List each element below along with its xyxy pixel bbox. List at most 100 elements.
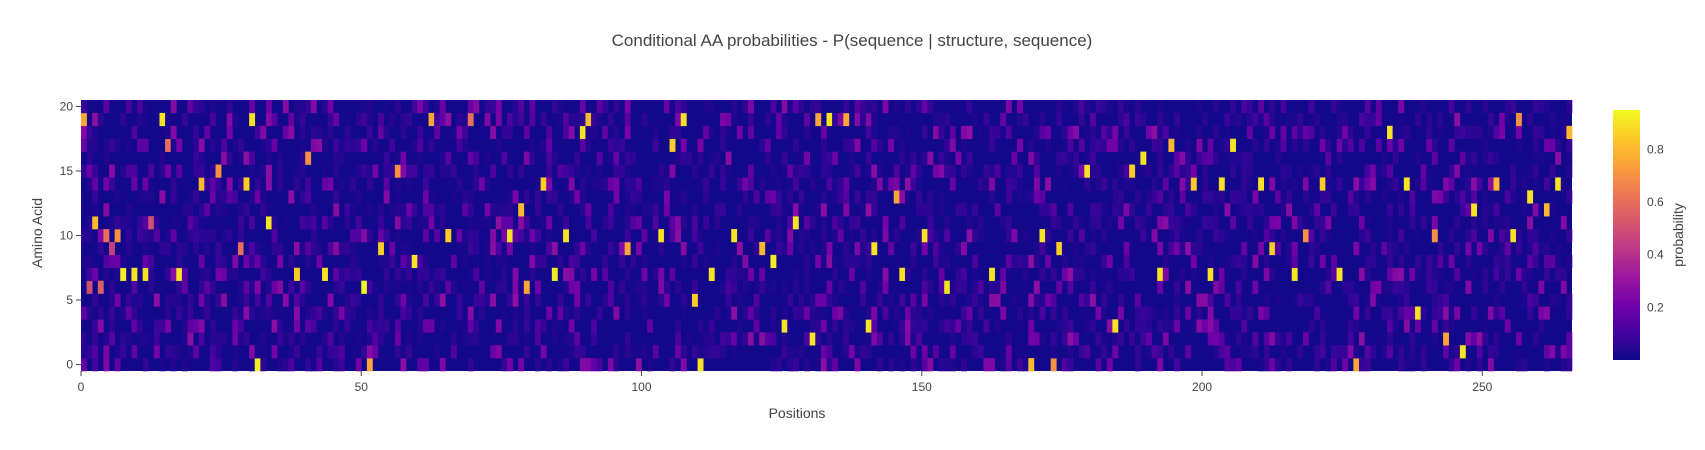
heatmap-cell[interactable]: [1157, 125, 1164, 140]
heatmap-cell[interactable]: [1162, 216, 1169, 230]
heatmap-cell[interactable]: [1448, 229, 1455, 243]
heatmap-cell[interactable]: [888, 332, 895, 346]
heatmap-cell[interactable]: [921, 267, 928, 281]
heatmap-cell[interactable]: [198, 319, 205, 333]
heatmap-cell[interactable]: [1476, 358, 1483, 372]
heatmap-cell[interactable]: [1543, 138, 1550, 152]
heatmap-cell[interactable]: [955, 100, 962, 114]
heatmap-cell[interactable]: [641, 306, 648, 320]
heatmap-cell[interactable]: [910, 306, 917, 320]
heatmap-cell[interactable]: [568, 112, 575, 127]
heatmap-cell[interactable]: [1246, 125, 1253, 140]
heatmap-cell[interactable]: [663, 177, 670, 191]
heatmap-cell[interactable]: [109, 241, 115, 256]
heatmap-cell[interactable]: [1095, 332, 1102, 346]
heatmap-cell[interactable]: [501, 216, 508, 230]
heatmap-cell[interactable]: [574, 241, 581, 256]
heatmap-cell[interactable]: [1431, 267, 1438, 281]
heatmap-cell[interactable]: [977, 345, 984, 359]
heatmap-cell[interactable]: [187, 190, 194, 204]
heatmap-cell[interactable]: [843, 190, 850, 204]
heatmap-cell[interactable]: [759, 267, 766, 281]
heatmap-cell[interactable]: [865, 345, 872, 359]
heatmap-cell[interactable]: [428, 203, 435, 217]
heatmap-cell[interactable]: [1005, 267, 1012, 281]
heatmap-cell[interactable]: [1555, 254, 1562, 269]
heatmap-cell[interactable]: [1549, 164, 1556, 178]
heatmap-cell[interactable]: [1241, 319, 1248, 333]
heatmap-cell[interactable]: [86, 125, 93, 140]
heatmap-cell[interactable]: [1246, 345, 1253, 359]
heatmap-cell[interactable]: [1302, 138, 1309, 152]
heatmap-cell[interactable]: [1482, 267, 1489, 281]
heatmap-cell[interactable]: [563, 164, 569, 178]
heatmap-cell[interactable]: [1482, 280, 1489, 294]
heatmap-cell[interactable]: [1387, 332, 1393, 346]
heatmap-cell[interactable]: [1146, 164, 1152, 178]
heatmap-cell[interactable]: [753, 293, 760, 307]
heatmap-cell[interactable]: [714, 203, 721, 217]
heatmap-cell[interactable]: [1263, 112, 1270, 127]
heatmap-cell[interactable]: [299, 216, 306, 230]
heatmap-cell[interactable]: [484, 293, 491, 307]
heatmap-cell[interactable]: [949, 358, 956, 372]
heatmap-cell[interactable]: [237, 138, 244, 152]
heatmap-cell[interactable]: [277, 358, 284, 372]
heatmap-cell[interactable]: [1078, 216, 1085, 230]
heatmap-cell[interactable]: [221, 203, 228, 217]
heatmap-cell[interactable]: [1532, 203, 1539, 217]
heatmap-cell[interactable]: [434, 293, 441, 307]
heatmap-cell[interactable]: [764, 151, 771, 165]
heatmap-cell[interactable]: [1381, 241, 1388, 256]
heatmap-cell[interactable]: [294, 319, 300, 333]
heatmap-cell[interactable]: [596, 151, 603, 165]
heatmap-cell[interactable]: [1448, 138, 1455, 152]
heatmap-cell[interactable]: [933, 112, 939, 127]
heatmap-cell[interactable]: [271, 280, 278, 294]
heatmap-cell[interactable]: [837, 306, 844, 320]
heatmap-cell[interactable]: [1073, 216, 1080, 230]
heatmap-cell[interactable]: [1252, 190, 1259, 204]
heatmap-cell[interactable]: [1426, 112, 1433, 127]
heatmap-cell[interactable]: [1073, 267, 1080, 281]
heatmap-cell[interactable]: [798, 345, 805, 359]
heatmap-cell[interactable]: [669, 358, 676, 372]
heatmap-cell[interactable]: [826, 241, 833, 256]
heatmap-cell[interactable]: [1476, 177, 1483, 191]
heatmap-cell[interactable]: [215, 164, 222, 178]
heatmap-cell[interactable]: [260, 190, 267, 204]
heatmap-cell[interactable]: [333, 280, 340, 294]
heatmap-cell[interactable]: [832, 216, 839, 230]
heatmap-cell[interactable]: [1280, 332, 1287, 346]
heatmap-cell[interactable]: [333, 138, 340, 152]
heatmap-cell[interactable]: [579, 358, 586, 372]
heatmap-cell[interactable]: [221, 293, 228, 307]
heatmap-cell[interactable]: [1061, 254, 1068, 269]
heatmap-cell[interactable]: [422, 319, 429, 333]
heatmap-cell[interactable]: [675, 112, 682, 127]
heatmap-cell[interactable]: [731, 280, 738, 294]
heatmap-cell[interactable]: [1527, 267, 1534, 281]
heatmap-cell[interactable]: [1504, 254, 1511, 269]
heatmap-cell[interactable]: [916, 190, 923, 204]
heatmap-cell[interactable]: [781, 306, 788, 320]
heatmap-cell[interactable]: [484, 267, 491, 281]
heatmap-cell[interactable]: [1269, 267, 1276, 281]
heatmap-cell[interactable]: [529, 112, 536, 127]
heatmap-cell[interactable]: [770, 254, 777, 269]
heatmap-cell[interactable]: [507, 241, 513, 256]
heatmap-cell[interactable]: [1174, 306, 1180, 320]
heatmap-cell[interactable]: [787, 177, 794, 191]
heatmap-cell[interactable]: [1011, 164, 1018, 178]
heatmap-cell[interactable]: [574, 293, 581, 307]
heatmap-cell[interactable]: [344, 203, 351, 217]
heatmap-cell[interactable]: [322, 138, 328, 152]
heatmap-cell[interactable]: [176, 254, 183, 269]
heatmap-cell[interactable]: [1246, 306, 1253, 320]
heatmap-cell[interactable]: [798, 164, 805, 178]
heatmap-cell[interactable]: [109, 319, 115, 333]
heatmap-cell[interactable]: [787, 216, 794, 230]
heatmap-cell[interactable]: [1286, 164, 1293, 178]
heatmap-cell[interactable]: [221, 190, 228, 204]
heatmap-cell[interactable]: [226, 229, 233, 243]
